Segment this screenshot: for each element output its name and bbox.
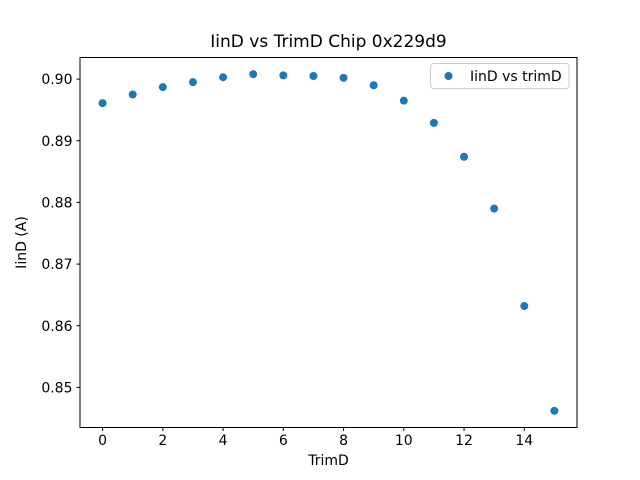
plot-area-border [79,57,578,428]
x-tick-label: 0 [98,433,107,449]
y-tick-label: 0.90 [41,72,72,88]
x-tick-label: 10 [395,433,413,449]
scatter-point [399,96,408,105]
x-tick-label: 2 [158,433,167,449]
y-tick-label: 0.89 [41,134,72,150]
scatter-points [98,70,559,415]
scatter-point [188,78,197,87]
x-axis-ticks: 0 2 4 6 8 10 12 14 [98,427,533,449]
legend-box [430,63,570,89]
scatter-point [249,70,258,79]
x-tick-label: 8 [339,433,348,449]
scatter-point [309,72,318,80]
scatter-point [279,71,288,80]
scatter-point [429,118,438,127]
scatter-point [128,90,137,99]
legend: IinD vs trimD [430,63,570,89]
scatter-point [460,152,469,161]
x-tick-label: 6 [279,433,288,449]
scatter-point [98,99,107,108]
scatter-point [158,83,167,92]
scatter-point [490,204,499,213]
scatter-point [219,73,228,82]
scatter-point [520,302,529,311]
scatter-point [369,81,378,90]
y-tick-label: 0.88 [41,195,72,211]
y-axis-ticks: 0.85 0.86 0.87 0.88 0.89 0.90 [41,72,80,396]
y-tick-label: 0.85 [41,380,72,396]
y-axis-label: IinD (A) [14,216,30,269]
y-tick-label: 0.87 [41,257,72,273]
legend-marker-icon [444,72,453,80]
legend-label: IinD vs trimD [470,69,562,85]
x-tick-label: 4 [219,433,228,449]
x-tick-label: 14 [515,433,533,449]
scatter-point [550,406,559,415]
chart-title: IinD vs TrimD Chip 0x229d9 [210,32,446,52]
x-axis-label: TrimD [307,453,349,469]
scatter-point [339,73,348,82]
y-tick-label: 0.86 [41,319,72,335]
x-tick-label: 12 [455,433,473,449]
